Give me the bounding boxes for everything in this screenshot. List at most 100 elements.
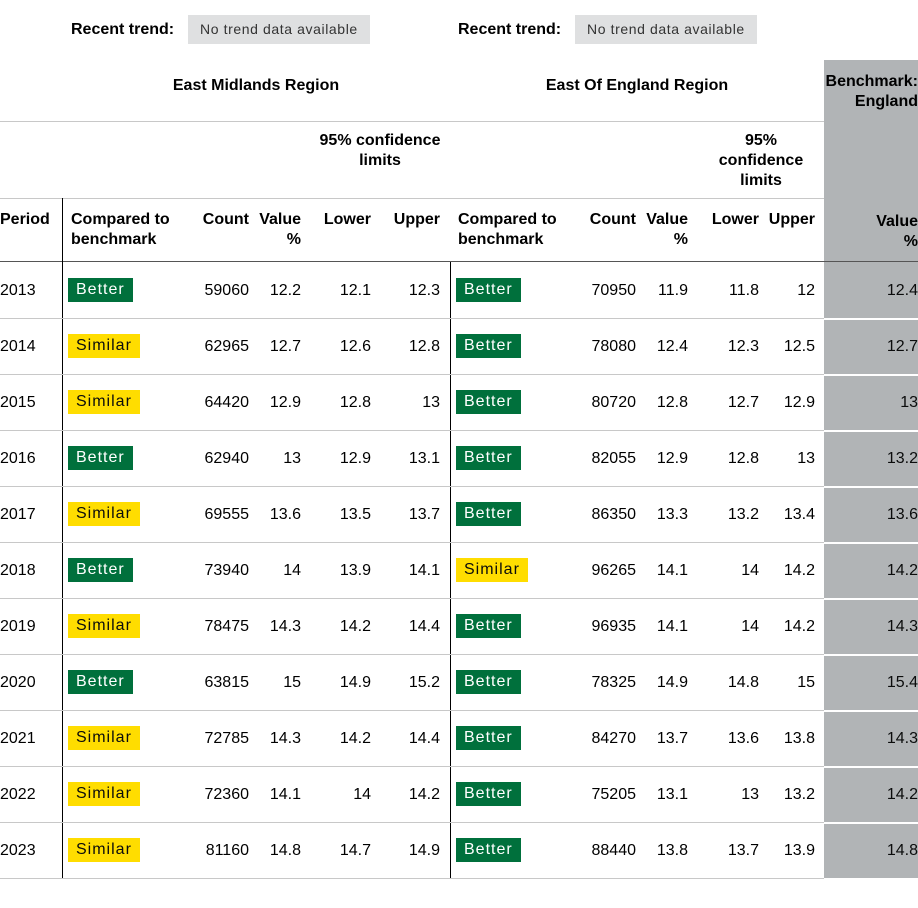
count-cell: 81160: [205, 842, 249, 859]
period-cell: 2018: [0, 562, 36, 579]
row-divider: [824, 822, 918, 824]
lower-cell: 12.9: [339, 450, 371, 467]
upper-cell: 13: [797, 450, 815, 467]
value-cell: 12.4: [656, 338, 688, 355]
benchmark-value-cell: 15.4: [886, 674, 918, 691]
upper-cell: 15.2: [408, 674, 440, 691]
period-cell: 2013: [0, 282, 36, 299]
column-header-value: Value %: [259, 211, 301, 248]
benchmark-value-cell: 12.4: [886, 282, 918, 299]
benchmark-status-badge: Better: [456, 334, 521, 358]
upper-cell: 14.4: [408, 618, 440, 635]
value-cell: 12.8: [656, 394, 688, 411]
upper-cell: 12: [797, 282, 815, 299]
upper-cell: 14.2: [408, 786, 440, 803]
lower-cell: 14: [353, 786, 371, 803]
count-cell: 78325: [591, 674, 637, 691]
count-cell: 80720: [591, 394, 637, 411]
upper-cell: 13.7: [408, 506, 440, 523]
upper-cell: 12.9: [783, 394, 815, 411]
table-row: 2022 Similar 72360 14.1 14 14.2 Better 75205 13.…: [0, 766, 918, 822]
lower-cell: 13.6: [727, 730, 759, 747]
table-row: 2023 Similar 81160 14.8 14.7 14.9 Better 88440 1…: [0, 822, 918, 878]
count-cell: 96265: [591, 562, 637, 579]
benchmark-status-badge: Better: [456, 782, 521, 806]
lower-cell: 14: [741, 618, 759, 635]
count-cell: 88440: [591, 842, 637, 859]
count-cell: 82055: [591, 450, 637, 467]
column-header-benchmark-value: Value %: [876, 213, 918, 250]
period-cell: 2019: [0, 618, 36, 635]
row-divider: [824, 430, 918, 432]
period-cell: 2023: [0, 842, 36, 859]
table-row: 2019 Similar 78475 14.3 14.2 14.4 Better 96935 1…: [0, 598, 918, 654]
column-header-period: Period: [0, 211, 50, 228]
column-header-compared: Compared to benchmark: [71, 211, 170, 248]
table-row: 2015 Similar 64420 12.9 12.8 13 Better 80720 12.…: [0, 374, 918, 430]
value-cell: 13.1: [656, 786, 688, 803]
column-header-upper: Upper: [768, 211, 815, 228]
benchmark-status-badge: Better: [456, 390, 521, 414]
benchmark-status-badge: Similar: [68, 838, 140, 862]
count-cell: 84270: [591, 730, 637, 747]
count-cell: 62965: [204, 338, 250, 355]
count-cell: 78475: [204, 618, 250, 635]
lower-cell: 12.8: [339, 394, 371, 411]
lower-cell: 12.1: [339, 282, 371, 299]
lower-cell: 14: [741, 562, 759, 579]
value-cell: 14.8: [269, 842, 301, 859]
count-cell: 59060: [204, 282, 250, 299]
table-row: 2016 Better 62940 13 12.9 13.1 Better 82055 12.9…: [0, 430, 918, 486]
lower-cell: 12.7: [727, 394, 759, 411]
count-cell: 78080: [591, 338, 637, 355]
column-header-count: Count: [589, 211, 636, 228]
benchmark-value-cell: 14.3: [886, 730, 918, 747]
confidence-limits-header: 95% confidence limits: [319, 132, 441, 169]
benchmark-status-badge: Better: [68, 278, 133, 302]
period-cell: 2020: [0, 674, 36, 691]
upper-cell: 12.5: [783, 338, 815, 355]
column-header-value: Value %: [646, 211, 688, 248]
row-divider: [0, 766, 824, 767]
benchmark-status-badge: Similar: [68, 334, 140, 358]
row-divider: [0, 878, 824, 879]
benchmark-value-cell: 13: [900, 394, 918, 411]
column-header-lower: Lower: [323, 211, 371, 228]
header-divider: [0, 121, 824, 122]
benchmark-status-badge: Similar: [68, 726, 140, 750]
upper-cell: 13.2: [783, 786, 815, 803]
period-cell: 2014: [0, 338, 36, 355]
count-cell: 96935: [591, 618, 637, 635]
value-cell: 14.3: [269, 730, 301, 747]
column-header-count: Count: [202, 211, 249, 228]
lower-cell: 13: [741, 786, 759, 803]
benchmark-status-badge: Better: [456, 614, 521, 638]
value-cell: 13: [283, 450, 301, 467]
benchmark-status-badge: Better: [456, 278, 521, 302]
period-cell: 2021: [0, 730, 36, 747]
benchmark-value-cell: 14.2: [886, 562, 918, 579]
benchmark-status-badge: Better: [456, 502, 521, 526]
column-header-upper: Upper: [393, 211, 440, 228]
upper-cell: 14.2: [783, 562, 815, 579]
benchmark-status-badge: Similar: [68, 614, 140, 638]
row-divider: [824, 598, 918, 600]
row-divider: [0, 542, 824, 543]
value-cell: 14.1: [269, 786, 301, 803]
count-cell: 75205: [591, 786, 637, 803]
region-header-east-midlands: East Midlands Region: [172, 77, 340, 94]
confidence-limits-header: 95% confidence limits: [718, 132, 804, 189]
upper-cell: 14.4: [408, 730, 440, 747]
table-row: 2014 Similar 62965 12.7 12.6 12.8 Better 78080 1…: [0, 318, 918, 374]
recent-trend-label: Recent trend:: [71, 21, 175, 38]
benchmark-value-cell: 12.7: [886, 338, 918, 355]
benchmark-status-badge: Better: [456, 670, 521, 694]
benchmark-column: [824, 60, 918, 878]
benchmark-status-badge: Similar: [456, 558, 528, 582]
column-divider: [450, 262, 451, 878]
row-divider: [824, 542, 918, 544]
row-divider: [0, 654, 824, 655]
row-divider: [0, 374, 824, 375]
upper-cell: 13.1: [408, 450, 440, 467]
lower-cell: 12.8: [727, 450, 759, 467]
